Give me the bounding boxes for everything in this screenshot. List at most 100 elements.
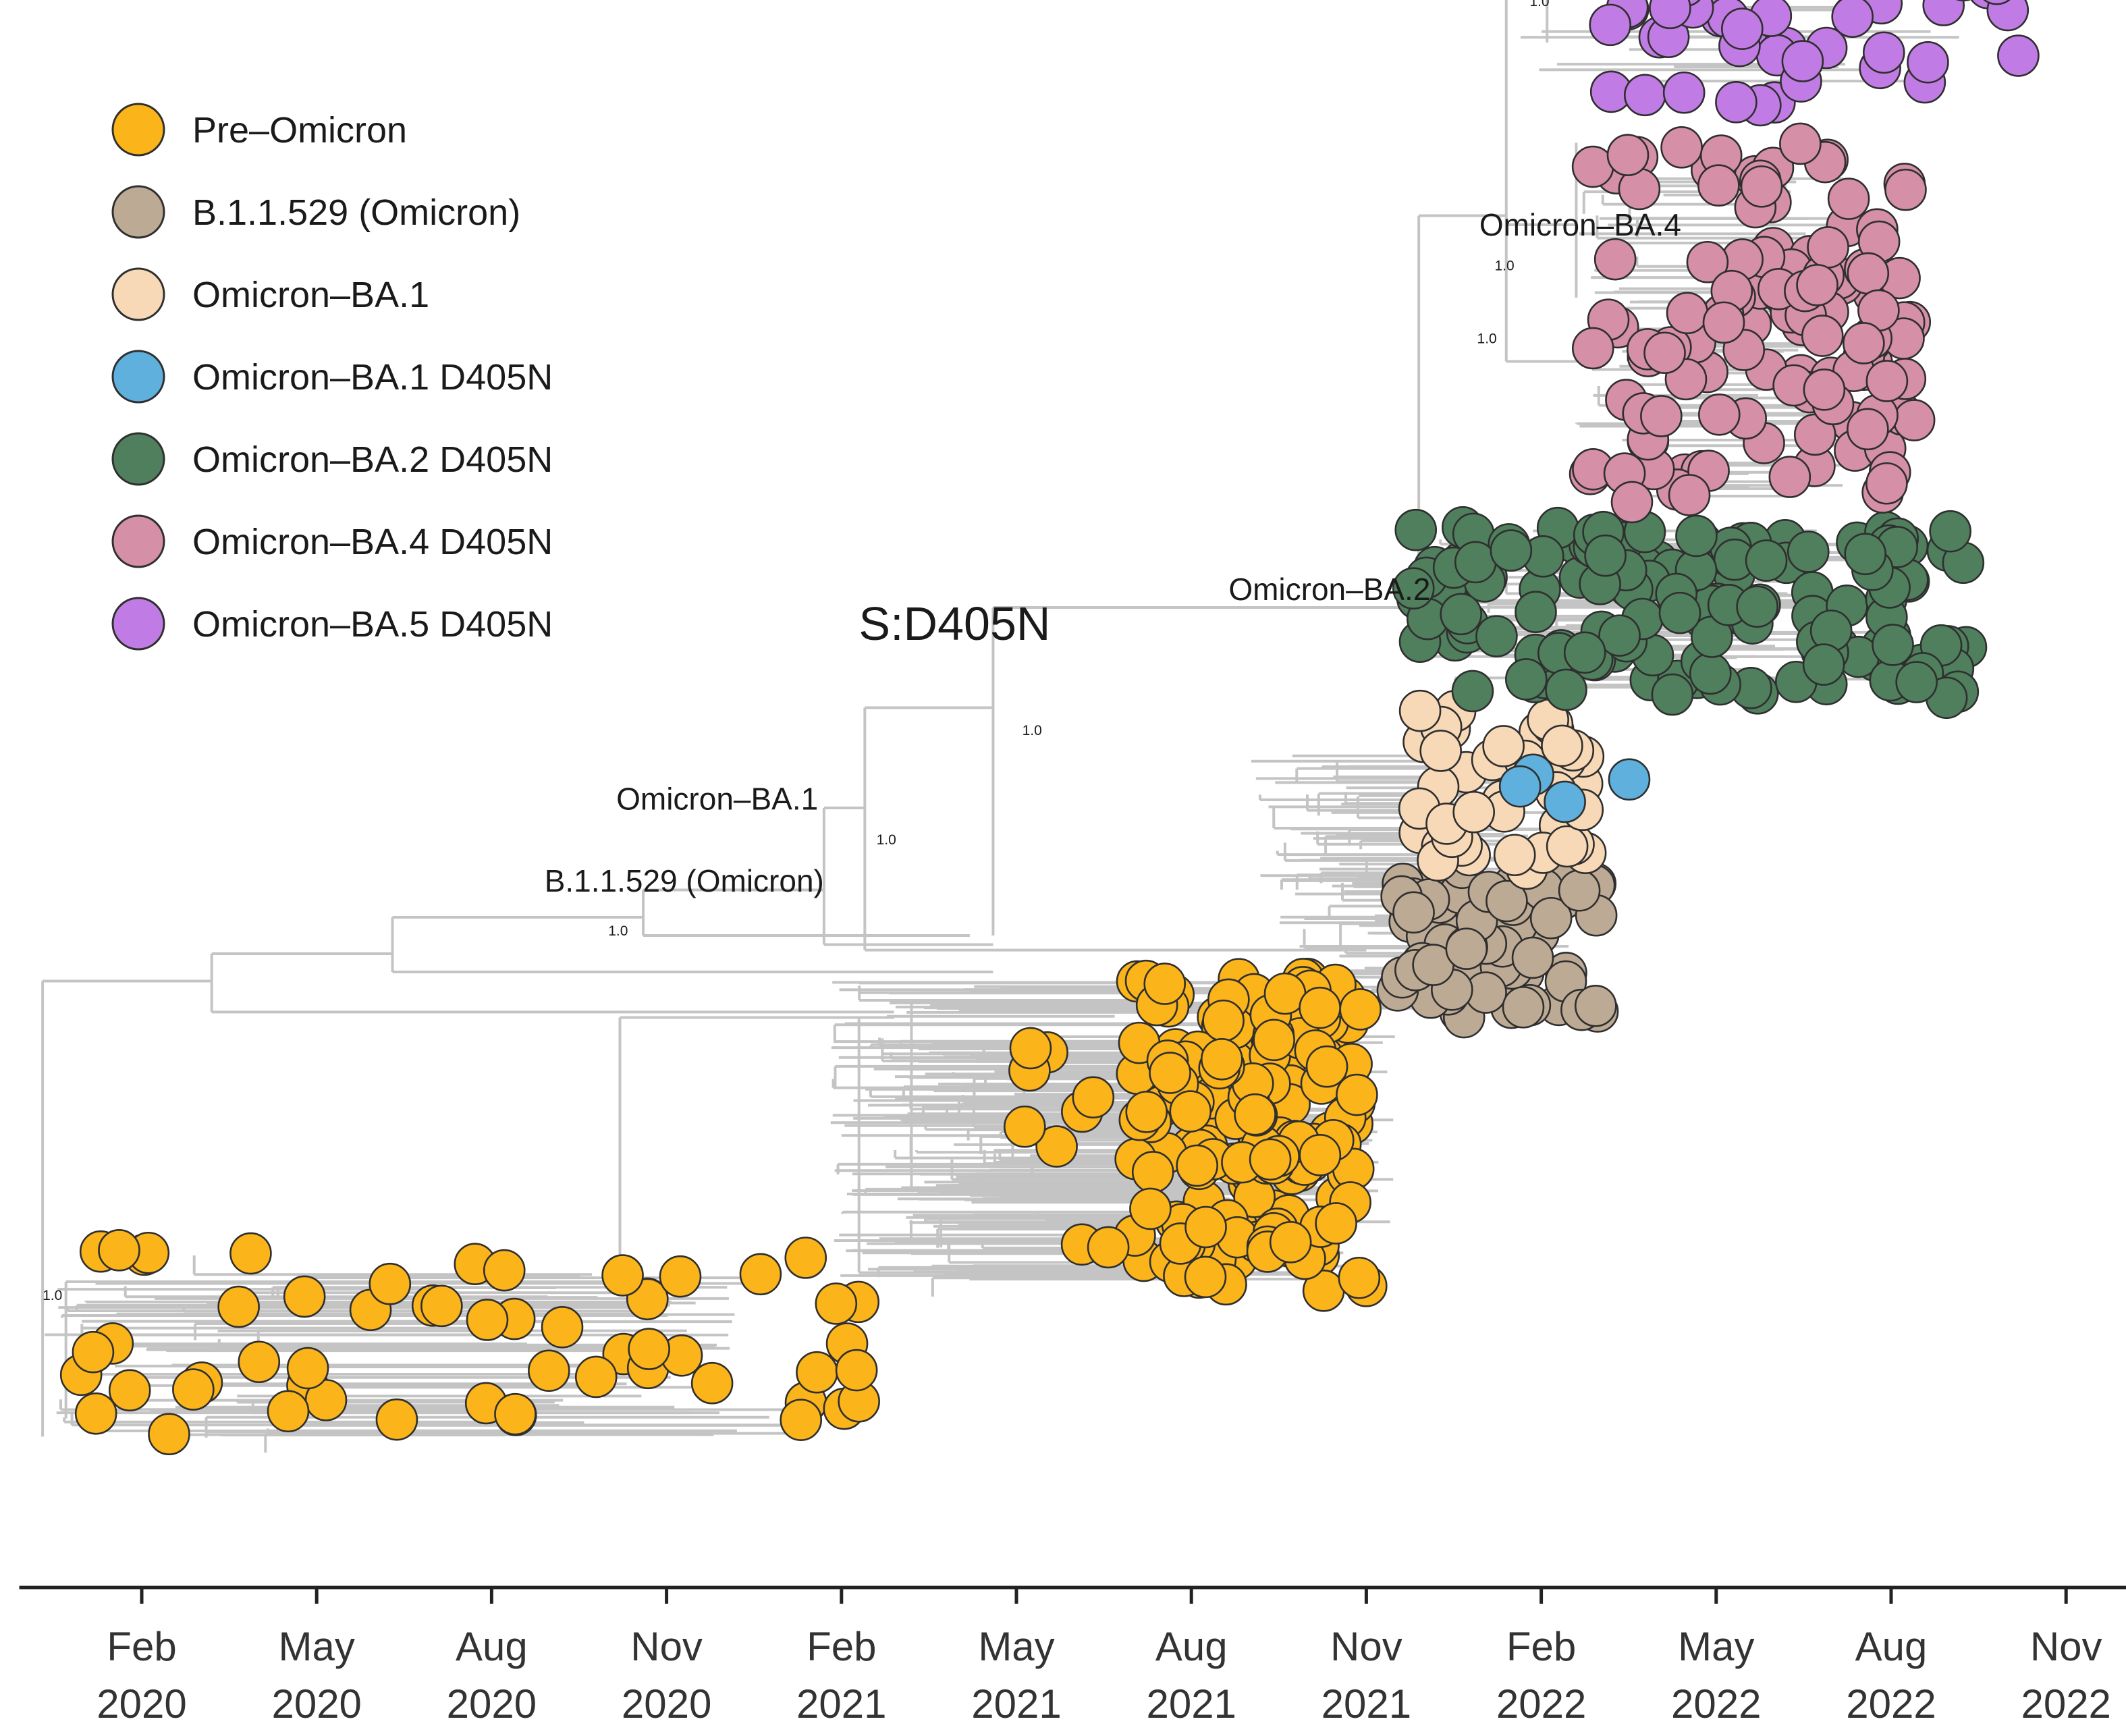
tip-ba5d bbox=[1922, 0, 1965, 26]
tip-ba2d bbox=[1736, 585, 1778, 628]
tip-ba4d bbox=[1643, 331, 1686, 375]
legend-marker-ba4d bbox=[111, 514, 165, 568]
legend-marker-ba1d bbox=[111, 350, 165, 404]
tip-ba2d bbox=[1392, 567, 1435, 610]
tip-pre bbox=[1253, 1019, 1295, 1062]
tip-ba5d bbox=[1956, 0, 1971, 2]
tip-ba2d bbox=[1844, 533, 1886, 576]
tip-ba4d bbox=[1593, 238, 1637, 281]
tip-pre bbox=[1315, 1202, 1357, 1245]
tip-pre bbox=[780, 1399, 823, 1441]
legend-label-ba1d: Omicron–BA.1 D405N bbox=[192, 357, 553, 398]
tip-ba2d bbox=[1505, 658, 1548, 701]
legend-label-ba1: Omicron–BA.1 bbox=[192, 275, 429, 315]
tip-ba2d bbox=[1929, 510, 1971, 553]
tip-pre bbox=[420, 1284, 463, 1328]
support-value: 1.0 bbox=[877, 832, 896, 848]
tip-ba2d bbox=[1454, 541, 1497, 584]
tip-pre bbox=[1131, 1151, 1174, 1193]
tip-ba4d bbox=[1702, 301, 1745, 344]
legend-label-ba2d: Omicron–BA.2 D405N bbox=[192, 439, 553, 480]
tip-ba5d bbox=[1662, 71, 1706, 114]
support-value: 1.0 bbox=[1023, 723, 1042, 738]
tip-ba2d bbox=[1563, 631, 1606, 674]
legend: Pre–Omicron B.1.1.529 (Omicron) Omicron–BA… bbox=[111, 103, 553, 651]
tip-pre bbox=[796, 1351, 838, 1394]
tip-pre bbox=[690, 1361, 734, 1405]
tip-ba4d bbox=[1606, 134, 1650, 177]
tip-pre bbox=[1339, 988, 1382, 1031]
tip-ba4d bbox=[1827, 178, 1870, 220]
tip-pre bbox=[1169, 1090, 1212, 1133]
support-value: 1.0 bbox=[608, 923, 628, 939]
tip-pre bbox=[601, 1254, 644, 1297]
tip-ba5d bbox=[1721, 7, 1764, 50]
tip-pre bbox=[739, 1253, 782, 1296]
tip-pre bbox=[1336, 1073, 1378, 1116]
mutation-label: S:D405N bbox=[858, 597, 1050, 650]
tip-ba2d bbox=[1872, 624, 1914, 666]
support-value: 1.0 bbox=[1477, 331, 1497, 347]
tree-annotations: Omicron–BA.5Omicron–BA.4Omicron–BA.2Omic… bbox=[43, 0, 1681, 1303]
tip-ba4d bbox=[1847, 252, 1890, 295]
tip-b11529 bbox=[1392, 891, 1435, 934]
clade-label: Omicron–BA.4 bbox=[1479, 207, 1681, 242]
support-value: 1.0 bbox=[1529, 0, 1549, 9]
tip-pre bbox=[286, 1347, 329, 1390]
tip-ba2d bbox=[1689, 652, 1732, 695]
tip-ba4d bbox=[1660, 126, 1703, 169]
tip-pre bbox=[1299, 1134, 1342, 1176]
tip-ba5d bbox=[1907, 40, 1949, 84]
tip-pre bbox=[1338, 1256, 1381, 1299]
tip-ba4d bbox=[1796, 264, 1838, 306]
tip-pre bbox=[1184, 1255, 1227, 1299]
tip-pre bbox=[369, 1262, 412, 1305]
x-tick-label-month: Aug bbox=[456, 1624, 528, 1669]
tip-ba5d bbox=[1997, 34, 2040, 77]
tip-pre bbox=[267, 1390, 310, 1433]
x-tick-label-month: May bbox=[279, 1624, 355, 1669]
tip-pre bbox=[1234, 1093, 1276, 1136]
tip-pre bbox=[1202, 999, 1245, 1042]
tip-ba1d bbox=[1498, 765, 1542, 808]
x-tick-label-year: 2021 bbox=[1321, 1681, 1411, 1727]
tip-ba4d bbox=[1571, 327, 1614, 370]
tip-pre bbox=[98, 1229, 140, 1272]
tip-pre bbox=[108, 1369, 151, 1412]
tip-ba2d bbox=[1787, 531, 1830, 573]
tip-ba4d bbox=[1803, 368, 1846, 411]
tip-ba1d bbox=[1544, 780, 1586, 823]
tip-ba2d bbox=[1440, 593, 1482, 636]
x-tick-label-year: 2022 bbox=[1846, 1681, 1936, 1727]
tip-pre bbox=[659, 1255, 702, 1298]
tip-ba4d bbox=[1686, 240, 1729, 283]
tip-ba4d bbox=[1668, 474, 1711, 516]
tip-ba1 bbox=[1452, 790, 1495, 834]
tip-ba2d bbox=[1490, 529, 1533, 572]
legend-label-ba5d: Omicron–BA.5 D405N bbox=[192, 604, 553, 645]
tip-b11529 bbox=[1502, 986, 1545, 1029]
x-tick-label-year: 2020 bbox=[271, 1681, 361, 1727]
tip-pre bbox=[784, 1237, 827, 1279]
tip-b11529 bbox=[1511, 936, 1554, 979]
clade-label: Omicron–BA.2 bbox=[1228, 572, 1430, 607]
tip-ba4d bbox=[1640, 395, 1683, 437]
legend-marker-ba1 bbox=[111, 267, 165, 321]
tip-ba4d bbox=[1610, 481, 1654, 524]
tip-pre bbox=[1249, 1138, 1292, 1181]
tip-pre bbox=[815, 1282, 858, 1325]
x-tick-label-month: Feb bbox=[107, 1624, 176, 1669]
x-tick-label-month: May bbox=[978, 1624, 1054, 1669]
legend-label-pre: Pre–Omicron bbox=[192, 110, 407, 151]
tip-b11529 bbox=[1529, 896, 1573, 940]
x-tick-label-month: Feb bbox=[1506, 1624, 1576, 1669]
tip-pre bbox=[574, 1355, 618, 1399]
tip-pre bbox=[1269, 1221, 1312, 1264]
tip-ba4d bbox=[1884, 168, 1927, 211]
tip-ba5d bbox=[1589, 3, 1632, 47]
tip-pre bbox=[835, 1349, 878, 1392]
clade-label: B.1.1.529 (Omicron) bbox=[545, 863, 824, 898]
x-tick-label-year: 2020 bbox=[97, 1681, 186, 1727]
support-value: 1.0 bbox=[43, 1288, 62, 1303]
